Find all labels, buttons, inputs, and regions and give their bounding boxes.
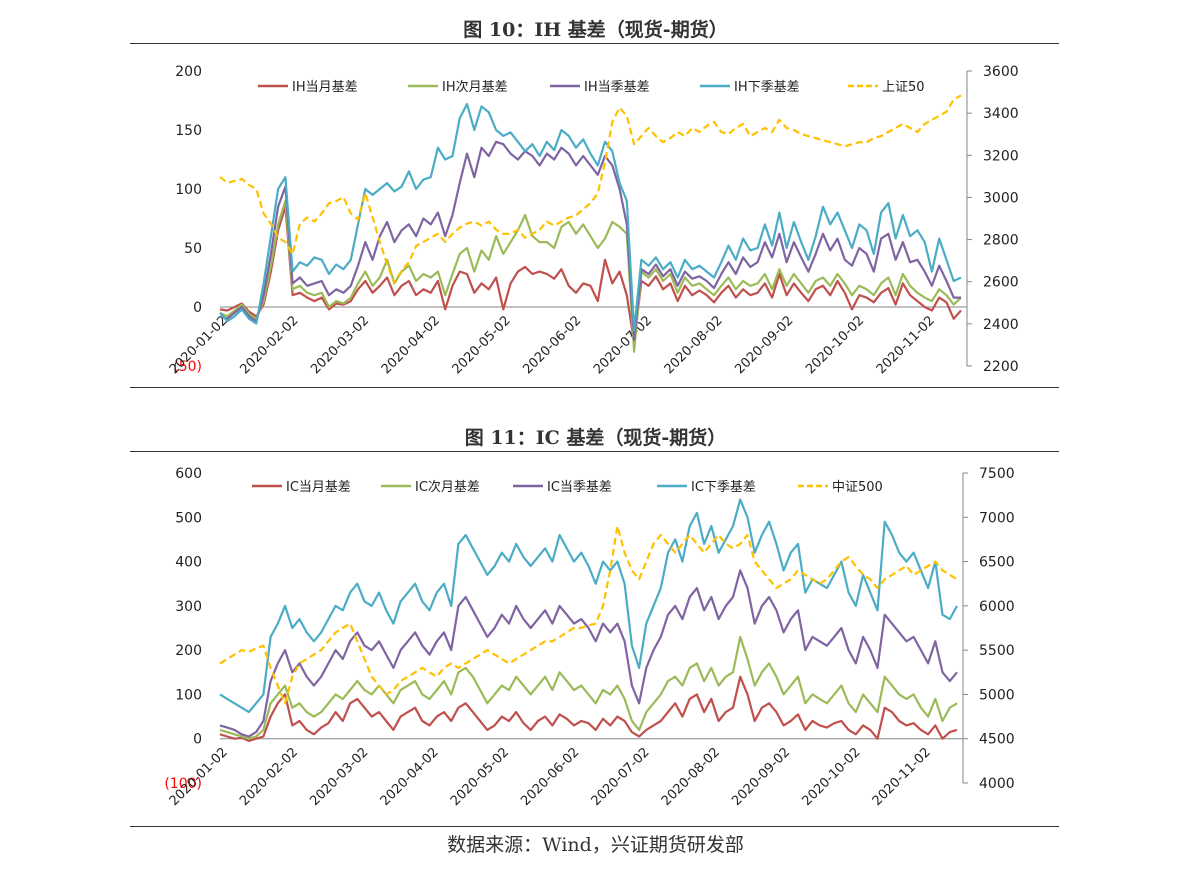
right-tick-label: 3200 [983,148,1019,164]
x-tick-label: 2020-04-02 [378,745,442,809]
legend-label: IC下季基差 [691,480,756,495]
legend-label: IC次月基差 [415,479,480,495]
x-tick-label: 2020-11-02 [870,745,934,809]
ih-basis-chart: 200 150 100 50 0 (50) 3600 3400 3200 3000 2800 2600… [167,64,1019,377]
legend-item: 上证50 [848,80,925,95]
x-tick-label: 2020-08-02 [662,313,726,377]
x-tick-label: 2020-05-02 [448,745,512,809]
series-2-line [219,140,961,342]
legend-label: IC当季基差 [547,480,612,495]
x-tick-label: 2020-06-02 [518,745,582,809]
x-tick-label: 2020-02-02 [237,313,301,377]
series-0-line [219,675,958,742]
x-tick-label: 2020-07-02 [589,745,653,809]
series-1-line [219,199,962,353]
right-tick-label: 2800 [983,233,1019,249]
x-tick-label: 2020-10-02 [803,313,867,377]
legend-item: IC下季基差 [657,480,756,495]
x-tick-label: 2020-04-02 [379,313,443,377]
x-tick-label: 2020-09-02 [729,745,793,809]
left-tick-label: 200 [175,64,202,80]
legend-label: IH当月基差 [292,80,358,95]
left-tick-label: 150 [175,123,202,139]
left-tick-label: 600 [175,466,202,482]
chart-2-top-rule [130,451,1059,452]
legend-item: IH当季基差 [550,80,650,95]
series-3-line [219,102,962,332]
right-tick-label: 7500 [979,466,1015,482]
left-tick-label: 300 [175,599,202,615]
chart-2-title: 图 11：IC 基差（现货-期货） [464,427,727,449]
left-tick-label: 0 [193,732,202,748]
chart-1-bottom-rule [130,387,1059,388]
legend-item: IC次月基差 [381,479,480,495]
left-tick-label: 0 [193,300,202,316]
left-tick-label: 100 [175,687,202,703]
x-tick-label: 2020-08-02 [659,745,723,809]
legend-label: IC当月基差 [286,480,351,495]
chart-1-title: 图 10：IH 基差（现货-期货） [463,19,728,41]
right-tick-label: 6500 [979,555,1015,571]
x-tick-label: 2020-02-02 [237,745,301,809]
legend-item: IC当月基差 [252,480,351,495]
legend-item: IC当季基差 [513,480,612,495]
series-4-line [219,524,958,705]
left-tick-label: 200 [175,643,202,659]
right-tick-label: 3400 [983,106,1019,122]
right-tick-label: 2400 [983,317,1019,333]
legend-label: 中证500 [832,480,883,495]
right-tick-label: 7000 [979,510,1015,526]
x-tick-label: 2020-05-02 [450,313,514,377]
left-tick-label: (50) [173,359,202,375]
legend-item: IH次月基差 [408,79,508,95]
legend-label: IH下季基差 [734,80,800,95]
left-tick-label: 500 [175,510,202,526]
x-tick-label: 2020-07-02 [591,313,655,377]
ic-basis-chart: 600 500 400 300 200 100 0 (100) 7500 7000 6500 6000… [164,466,1015,809]
x-tick-label: 2020-03-02 [307,745,371,809]
chart-1-top-rule [130,43,1059,44]
legend-label: IH次月基差 [442,79,508,95]
right-tick-label: 4000 [979,776,1015,792]
right-tick-label: 3000 [983,190,1019,206]
series-4-line [219,94,962,284]
legend-item: IH当月基差 [258,80,358,95]
left-tick-label: (100) [164,776,202,792]
source-note: 数据来源：Wind，兴证期货研发部 [447,834,744,856]
legend-label: 上证50 [882,80,925,95]
right-tick-label: 6000 [979,599,1015,615]
right-tick-label: 3600 [983,64,1019,80]
chart-2-bottom-rule [130,826,1059,827]
left-tick-label: 50 [184,241,202,257]
x-tick-label: 2020-11-02 [874,313,938,377]
legend-label: IH当季基差 [584,80,650,95]
x-tick-label: 2020-09-02 [732,313,796,377]
right-tick-label: 4500 [979,732,1015,748]
right-tick-label: 2600 [983,275,1019,291]
series-2-line [219,569,958,738]
x-tick-label: 2020-03-02 [308,313,372,377]
left-tick-label: 400 [175,555,202,571]
right-tick-label: 5000 [979,687,1015,703]
x-tick-label: 2020-10-02 [799,745,863,809]
legend-item: 中证500 [798,480,883,495]
x-tick-label: 2020-06-02 [520,313,584,377]
legend-item: IH下季基差 [700,80,800,95]
right-tick-label: 2200 [983,359,1019,375]
right-tick-label: 5500 [979,643,1015,659]
left-tick-label: 100 [175,182,202,198]
series-1-line [219,635,958,740]
series-3-line [219,498,958,714]
